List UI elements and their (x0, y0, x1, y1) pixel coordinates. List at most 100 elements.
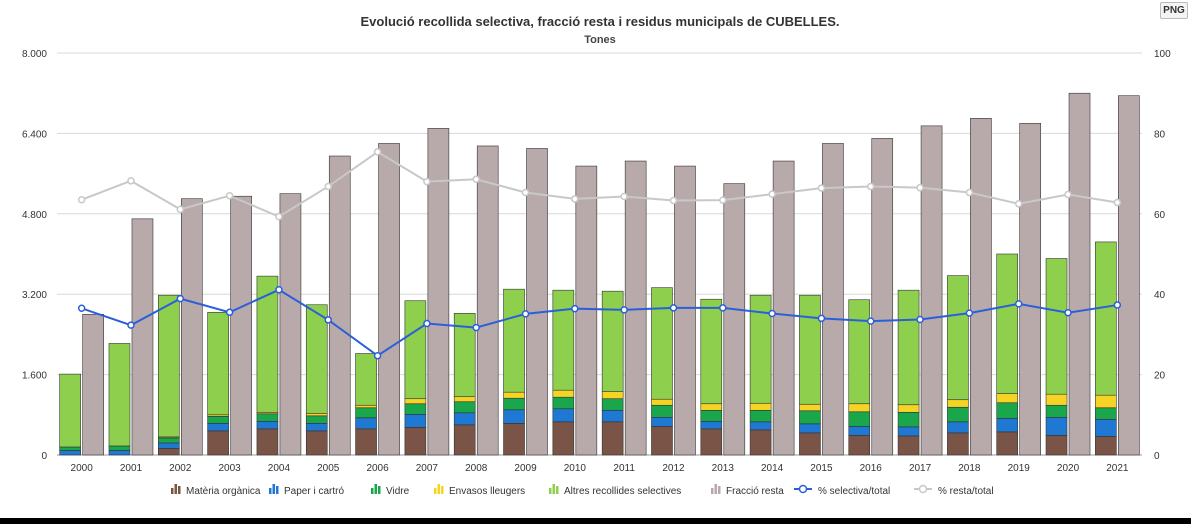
line-point (275, 286, 283, 294)
bar-segment (897, 426, 920, 437)
chart-title: Evolució recollida selectiva, fracció re… (360, 14, 839, 29)
bar-segment (848, 426, 871, 436)
bar-segment (305, 430, 328, 456)
line-point (423, 177, 431, 186)
line-point (225, 191, 234, 200)
y-left-tick-label: 1.600 (22, 371, 47, 382)
y-left-tick-label: 6.400 (22, 129, 47, 140)
x-tick-label: 2011 (613, 463, 635, 474)
bar-segment (700, 428, 723, 456)
y-left-tick-label: 4.800 (22, 210, 47, 221)
legend-swatch (434, 488, 437, 494)
bars (59, 92, 1140, 456)
x-tick-label: 2010 (564, 463, 587, 474)
bar-segment (256, 413, 279, 422)
bar-segment (848, 411, 871, 427)
bar-segment (799, 403, 821, 412)
legend-label: Fracció resta (726, 486, 784, 497)
bar-segment (749, 402, 772, 411)
bar-segment (503, 391, 525, 399)
line-point (275, 212, 283, 221)
legend-label: Envasos lleugers (449, 486, 525, 497)
legend-swatch (276, 486, 279, 494)
bar-segment (1045, 258, 1068, 395)
legend-swatch (171, 488, 174, 494)
series-line (81, 288, 1118, 357)
right-axis-ticks: 0 20 40 60 80 100 (1154, 49, 1171, 462)
line-point (472, 323, 480, 332)
legend-swatch (798, 484, 808, 494)
line-point (817, 184, 826, 192)
line-point (324, 182, 332, 191)
bar-segment (651, 426, 673, 456)
x-tick-label: 2018 (958, 463, 981, 474)
bar-segment (404, 398, 427, 405)
line-point (916, 183, 924, 192)
x-tick-label: 2009 (514, 463, 537, 474)
legend-swatch (437, 484, 440, 494)
bar-segment (355, 417, 377, 430)
bar-segment (59, 446, 81, 451)
x-tick-label: 2020 (1057, 463, 1080, 474)
bar-segment (404, 403, 427, 415)
bar-segment (601, 290, 624, 392)
legend: Matèria orgànica Paper i cartró Vidre Envas… (171, 484, 994, 497)
bar-segment (1095, 436, 1117, 456)
bar-segment (207, 311, 229, 416)
legend-swatch (374, 484, 377, 494)
bar-segment (996, 393, 1019, 404)
line-point (867, 317, 875, 325)
line-point (965, 309, 974, 317)
x-tick-label: 2004 (268, 463, 291, 474)
line-point (1014, 300, 1023, 308)
bar-segment (355, 428, 377, 456)
y-right-tick-label: 20 (1154, 371, 1166, 382)
x-tick-label: 2014 (761, 463, 784, 474)
bar-segment (897, 435, 920, 456)
bar-segment (404, 427, 427, 456)
x-tick-label: 2007 (416, 463, 439, 474)
legend-swatch (378, 486, 381, 494)
bar-segment (749, 429, 772, 456)
bar-segment (108, 343, 131, 447)
line-point (1064, 308, 1072, 317)
bar-resta (1019, 123, 1042, 456)
bar-segment (947, 275, 969, 401)
x-tick-label: 2012 (662, 463, 685, 474)
y-left-tick-label: 8.000 (22, 49, 47, 60)
bar-segment (749, 421, 772, 431)
line-point (77, 304, 86, 313)
bar-segment (453, 396, 476, 403)
bar-segment (552, 396, 575, 410)
line-point (1113, 301, 1122, 309)
bar-resta (772, 160, 795, 456)
bar-segment (355, 353, 377, 406)
bar-segment (996, 253, 1019, 394)
line-point (1014, 200, 1023, 208)
legend-label: Paper i cartró (284, 486, 344, 497)
y-right-tick-label: 0 (1154, 451, 1160, 462)
bar-segment (157, 448, 180, 456)
bar-segment (601, 391, 624, 400)
line-point (521, 310, 530, 318)
bar-segment (404, 300, 427, 400)
line-point (324, 316, 332, 324)
bar-segment (305, 423, 328, 432)
bar-resta (180, 198, 203, 456)
y-right-tick-label: 100 (1154, 49, 1171, 60)
line-point (225, 308, 234, 317)
png-export-button[interactable]: PNG (1160, 2, 1188, 19)
bar-resta (723, 183, 746, 456)
legend-swatch (371, 488, 374, 494)
bar-resta (871, 138, 894, 456)
line-point (127, 321, 135, 329)
bar-resta (526, 148, 548, 456)
bar-resta (476, 145, 499, 456)
bottom-border (0, 518, 1191, 524)
bar-segment (897, 404, 920, 413)
line-point (620, 306, 628, 314)
line-point (1113, 198, 1122, 207)
bar-segment (799, 410, 821, 425)
bar-resta (822, 143, 844, 456)
bar-segment (453, 412, 476, 426)
